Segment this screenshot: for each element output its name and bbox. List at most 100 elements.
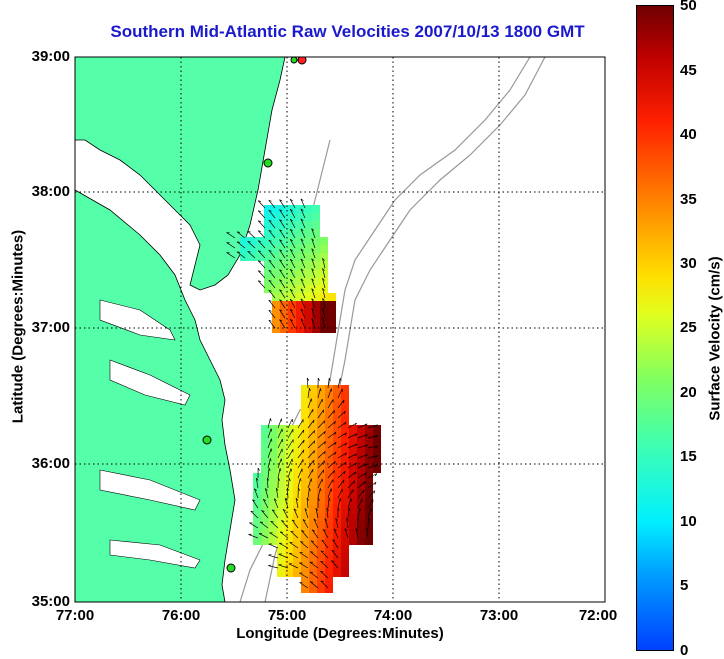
velocity-cell [277,521,285,529]
velocity-cell [333,473,341,481]
velocity-arrow-head [256,477,259,481]
velocity-cell [288,253,296,261]
velocity-cell [261,473,269,481]
velocity-arrow [277,428,283,439]
velocity-arrow [269,532,279,539]
velocity-cell [317,529,325,537]
velocity-arrow [279,199,286,209]
velocity-cell [277,569,285,577]
velocity-arrow-head [279,239,283,242]
velocity-cell [269,425,277,433]
velocity-arrow-head [359,508,362,512]
y-tick-label: 39:00 [31,48,70,65]
velocity-cell [333,481,341,489]
velocity-cell [280,269,288,277]
velocity-arrow [236,231,246,239]
velocity-arrow [307,388,310,399]
velocity-cell [365,449,373,457]
velocity-arrow-head [355,433,358,437]
velocity-cell [365,457,373,465]
velocity-cell [312,205,320,213]
velocity-arrow-head [355,443,358,447]
velocity-arrow [262,499,269,509]
velocity-cell [312,261,320,269]
velocity-arrow-head [354,422,357,426]
colorbar-tick: 40 [680,126,697,143]
radar-station-marker [226,563,236,573]
velocity-arrow [311,238,316,249]
velocity-cell [272,245,280,253]
velocity-cell [293,513,301,521]
velocity-cell [365,537,373,545]
velocity-arrow [277,448,283,459]
velocity-arrow-head [324,441,326,445]
velocity-arrow [279,309,286,319]
velocity-arrow [279,531,289,539]
velocity-cell [288,213,296,221]
velocity-arrow [357,454,368,459]
velocity-cell [277,505,285,513]
velocity-arrow-head [330,388,333,392]
velocity-cell [296,221,304,229]
velocity-cell [325,569,333,577]
velocity-arrow [347,480,355,489]
velocity-cell [333,433,341,441]
velocity-cell [341,521,349,529]
velocity-arrow-head [258,270,262,272]
velocity-cell [277,433,285,441]
velocity-cell [333,561,341,569]
velocity-arrow-head [317,377,320,381]
velocity-arrow [297,478,301,489]
velocity-arrow-head [331,560,335,562]
velocity-cell [285,553,293,561]
velocity-arrow-head [300,278,304,281]
velocity-cell [272,237,280,245]
velocity-cell [277,441,285,449]
velocity-arrow [257,260,266,269]
velocity-arrow [327,461,336,469]
velocity-arrow [252,499,259,509]
velocity-arrow-head [332,539,336,542]
velocity-arrow-head [303,439,305,444]
velocity-cell [272,213,280,221]
velocity-cell [272,261,280,269]
velocity-arrow [297,439,305,449]
velocity-arrow-head [279,299,283,302]
velocity-arrow-head [354,471,357,475]
velocity-arrow-head [271,438,273,442]
velocity-cell [301,545,309,553]
velocity-arrow [327,451,337,459]
velocity-cell [261,489,269,497]
velocity-arrow [300,258,306,269]
velocity-cell [357,457,365,465]
velocity-arrow [268,289,276,299]
velocity-cell [325,441,333,449]
velocity-cell [320,325,328,333]
velocity-arrow-head [250,510,254,513]
velocity-arrow-head [258,230,262,232]
velocity-arrow [307,450,315,459]
velocity-cell [304,269,312,277]
velocity-arrow [311,258,316,269]
velocity-cell [261,513,269,521]
velocity-cell [285,481,293,489]
velocity-cell [296,205,304,213]
colorbar-tick: 50 [680,0,697,14]
velocity-arrow [357,498,363,509]
velocity-cell [261,449,269,457]
velocity-cell [296,237,304,245]
colorbar [636,5,674,651]
velocity-arrow [257,220,266,229]
velocity-arrow [367,455,378,459]
velocity-cell [304,237,312,245]
velocity-cell [317,537,325,545]
velocity-arrow-head [290,208,293,212]
velocity-arrow-head [331,549,335,552]
velocity-arrow-head [247,230,251,233]
velocity-arrow [320,550,329,559]
velocity-arrow [327,441,337,449]
velocity-cell [277,473,285,481]
velocity-cell [293,449,301,457]
velocity-arrow [275,488,279,499]
velocity-cell [285,561,293,569]
